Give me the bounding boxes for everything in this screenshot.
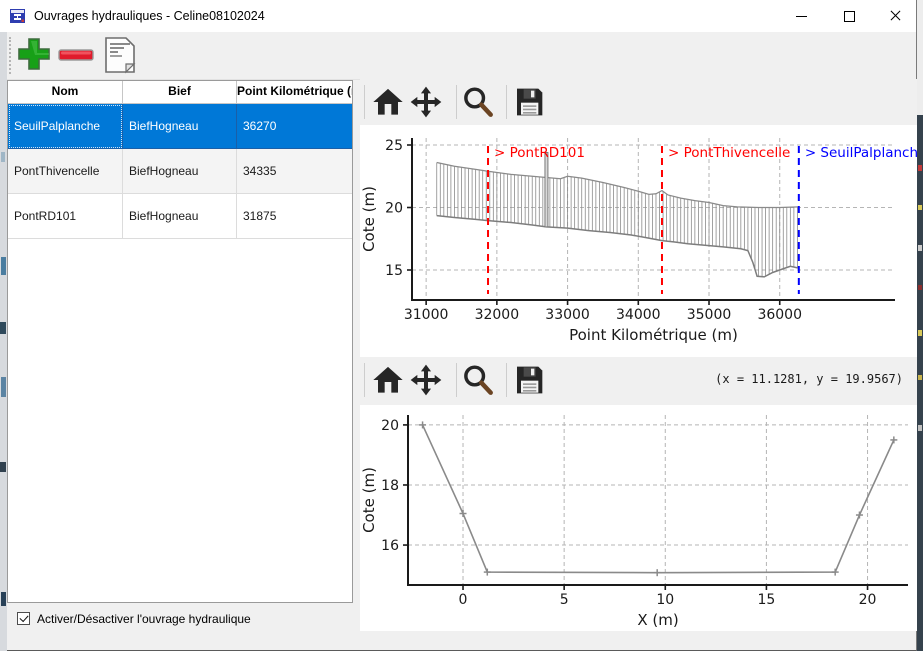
profil-long-figure[interactable]: > PontRD101 > PontThivencelle > SeuilPalpl… [360, 125, 923, 357]
table-row[interactable]: PontThivencelle BiefHogneau 34335 [8, 149, 352, 194]
table-row[interactable]: PontRD101 BiefHogneau 31875 [8, 194, 352, 239]
home-icon[interactable] [372, 86, 404, 118]
svg-text:Cote (m): Cote (m) [360, 186, 378, 252]
svg-text:20: 20 [859, 592, 877, 608]
save-icon[interactable] [513, 86, 545, 118]
cell-pk[interactable]: 34335 [237, 149, 352, 194]
pan-icon[interactable] [410, 86, 442, 118]
cursor-coordinates: (x = 11.1281, y = 19.9567) [715, 372, 903, 386]
ouvrages-table: Nom Bief Point Kilométrique (m) SeuilPal… [7, 80, 353, 603]
column-header-bief[interactable]: Bief [123, 81, 237, 103]
svg-text:16: 16 [381, 538, 399, 554]
svg-text:33000: 33000 [545, 307, 590, 323]
separator [456, 363, 457, 397]
plus-icon [18, 38, 50, 70]
home-icon[interactable] [372, 364, 404, 396]
cell-bief[interactable]: BiefHogneau [123, 194, 237, 239]
profil-travers-figure[interactable]: 0 5 10 15 20 16 18 20 X (m) Cote (m) [360, 405, 917, 631]
background-window-right-sliver [917, 0, 923, 651]
cell-nom[interactable]: PontThivencelle [8, 149, 123, 194]
zoom-icon[interactable] [462, 86, 494, 118]
svg-text:36000: 36000 [757, 307, 802, 323]
footer: Activer/Désactiver l'ouvrage hydraulique [7, 603, 353, 648]
svg-text:X (m): X (m) [637, 611, 678, 629]
svg-text:31000: 31000 [404, 307, 449, 323]
svg-text:15: 15 [385, 263, 403, 279]
cell-nom[interactable]: PontRD101 [8, 194, 123, 239]
document-icon [105, 37, 136, 74]
cell-bief[interactable]: BiefHogneau [123, 149, 237, 194]
chart1-nav-toolbar [360, 79, 917, 125]
svg-text:34000: 34000 [616, 307, 661, 323]
svg-text:32000: 32000 [475, 307, 520, 323]
close-button[interactable] [872, 0, 918, 32]
titlebar: Ouvrages hydrauliques - Celine08102024 [0, 0, 916, 32]
activate-checkbox-label: Activer/Désactiver l'ouvrage hydraulique [37, 612, 251, 626]
svg-text:35000: 35000 [687, 307, 732, 323]
svg-text:18: 18 [381, 478, 399, 494]
app-icon [10, 9, 25, 23]
cell-nom[interactable]: SeuilPalplanche [8, 104, 123, 149]
svg-text:5: 5 [560, 592, 569, 608]
svg-text:Cote (m): Cote (m) [360, 467, 378, 533]
profil-long-chart[interactable]: > PontRD101 > PontThivencelle > SeuilPalpl… [360, 125, 923, 357]
add-ouvrage-button[interactable] [14, 35, 54, 76]
minimize-button[interactable] [778, 0, 824, 32]
save-icon[interactable] [513, 364, 545, 396]
svg-text:> PontRD101: > PontRD101 [494, 145, 585, 161]
activate-checkbox[interactable] [17, 612, 30, 625]
minus-icon [58, 49, 94, 61]
minimize-icon [796, 16, 807, 17]
separator [364, 363, 365, 397]
svg-text:10: 10 [656, 592, 674, 608]
svg-text:25: 25 [385, 138, 403, 154]
cell-pk[interactable]: 31875 [237, 194, 352, 239]
cell-pk[interactable]: 36270 [237, 104, 352, 149]
table-row[interactable]: SeuilPalplanche BiefHogneau 36270 [8, 104, 352, 149]
svg-text:> PontThivencelle: > PontThivencelle [668, 145, 790, 161]
edit-notes-button[interactable] [100, 35, 140, 76]
svg-text:Point Kilométrique (m): Point Kilométrique (m) [569, 326, 738, 344]
pan-icon[interactable] [410, 364, 442, 396]
toolbar-gripper[interactable] [9, 37, 11, 74]
separator [506, 85, 507, 119]
table-header: Nom Bief Point Kilométrique (m) [8, 81, 352, 104]
separator [364, 85, 365, 119]
svg-text:> SeuilPalplanche: > SeuilPalplanche [805, 145, 917, 161]
main-toolbar [0, 32, 916, 80]
background-window-left-sliver [0, 32, 7, 651]
svg-text:20: 20 [385, 201, 403, 217]
svg-text:15: 15 [758, 592, 776, 608]
separator [506, 363, 507, 397]
chart2-nav-toolbar: (x = 11.1281, y = 19.9567) [360, 357, 917, 405]
svg-text:0: 0 [459, 592, 468, 608]
column-header-nom[interactable]: Nom [8, 81, 123, 103]
maximize-icon [844, 11, 855, 22]
zoom-icon[interactable] [462, 364, 494, 396]
remove-ouvrage-button[interactable] [56, 35, 96, 76]
checkmark-icon [19, 612, 29, 623]
window-title: Ouvrages hydrauliques - Celine08102024 [34, 9, 265, 23]
separator [456, 85, 457, 119]
profil-travers-chart[interactable]: 0 5 10 15 20 16 18 20 X (m) Cote (m) [360, 405, 917, 631]
cell-bief[interactable]: BiefHogneau [123, 104, 237, 149]
column-header-pk[interactable]: Point Kilométrique (m) [237, 84, 352, 98]
svg-text:20: 20 [381, 418, 399, 434]
maximize-button[interactable] [826, 0, 872, 32]
